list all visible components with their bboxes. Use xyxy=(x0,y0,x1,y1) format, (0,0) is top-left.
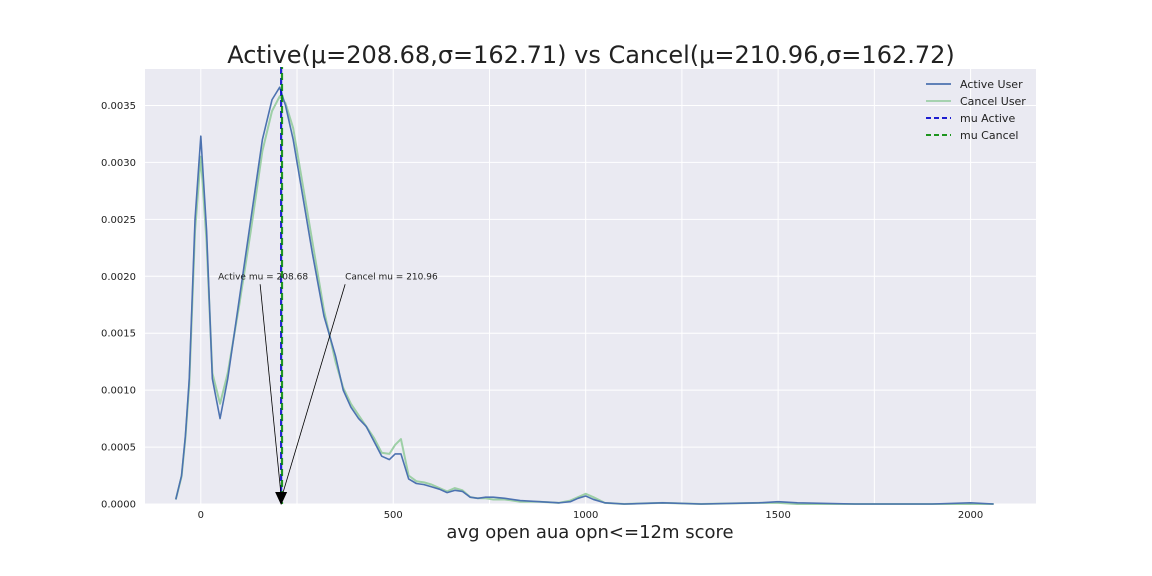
annotation-arrow-line xyxy=(259,284,282,497)
y-tick-label: 0.0005 xyxy=(101,443,136,454)
annotations: Active mu = 208.68 Cancel mu = 210.96 xyxy=(218,272,438,505)
legend-item-active-user: Active User xyxy=(926,78,1023,91)
active-mu-annotation: Active mu = 208.68 xyxy=(218,272,308,282)
y-tick-label: 0.0010 xyxy=(101,386,136,397)
active-user-line xyxy=(175,86,994,505)
y-tick-label: 0.0035 xyxy=(101,101,136,112)
annotation-arrow-line xyxy=(281,284,346,497)
series-lines xyxy=(174,86,994,505)
legend-label: Active User xyxy=(960,78,1023,91)
y-tick-label: 0.0015 xyxy=(101,329,136,340)
legend-label: mu Active xyxy=(960,112,1015,125)
x-tick-label: 0 xyxy=(198,510,204,521)
legend-label: mu Cancel xyxy=(960,129,1018,142)
x-axis-label: avg open aua opn<=12m score xyxy=(446,522,733,543)
y-tick-label: 0.0020 xyxy=(101,272,136,283)
y-tick-label: 0.0030 xyxy=(101,158,136,169)
x-tick-label: 2000 xyxy=(958,510,983,521)
x-tick-label: 1500 xyxy=(765,510,790,521)
y-axis-ticks: 0.0000 0.0005 0.0010 0.0015 0.0020 0.0025 0.00… xyxy=(101,101,136,511)
chart-title: Active(μ=208.68,σ=162.71) vs Cancel(μ=21… xyxy=(227,41,955,69)
legend-label: Cancel User xyxy=(960,95,1026,108)
y-tick-label: 0.0025 xyxy=(101,215,136,226)
legend: Active User Cancel User mu Active mu Cancel xyxy=(926,78,1026,142)
legend-item-cancel-user: Cancel User xyxy=(926,95,1026,108)
plot-area xyxy=(145,69,1036,504)
legend-item-mu-cancel: mu Cancel xyxy=(926,129,1018,142)
mean-lines xyxy=(280,67,284,504)
annotation-arrowhead xyxy=(275,492,288,505)
cancel-mu-annotation: Cancel mu = 210.96 xyxy=(345,272,438,282)
x-axis-ticks: 0 500 1000 1500 2000 xyxy=(198,510,984,521)
x-tick-label: 500 xyxy=(384,510,403,521)
x-tick-label: 1000 xyxy=(573,510,598,521)
y-tick-label: 0.0000 xyxy=(101,500,136,511)
legend-item-mu-active: mu Active xyxy=(926,112,1015,125)
